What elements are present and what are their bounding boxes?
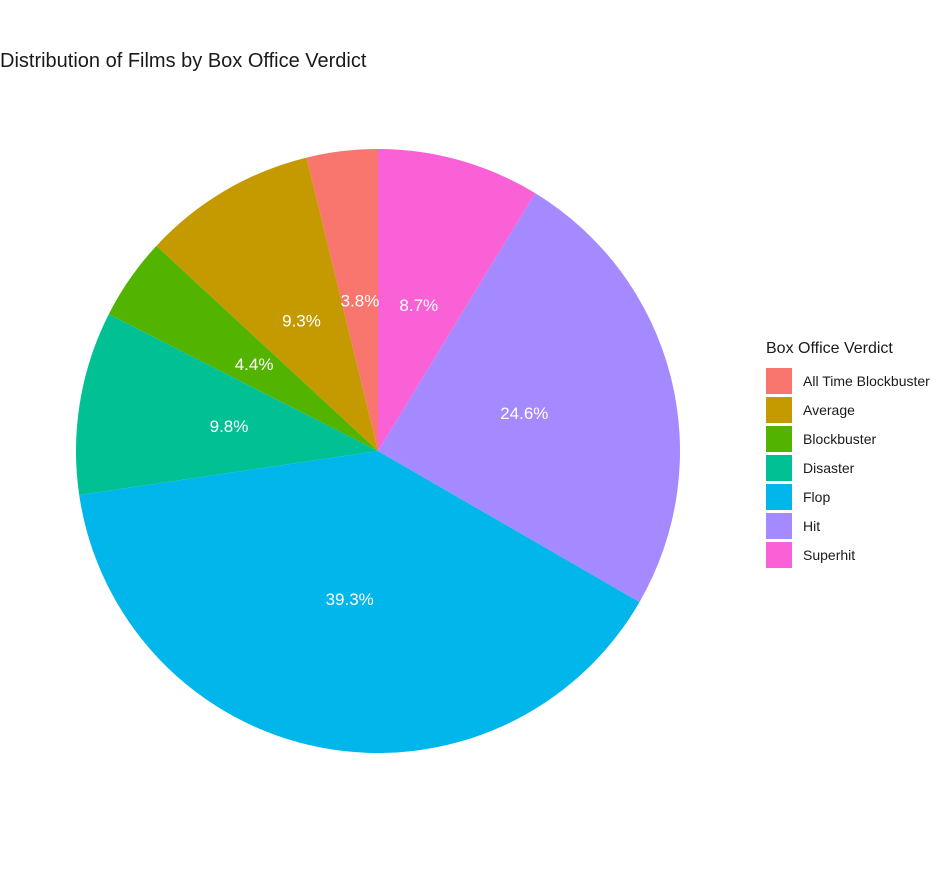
pie-slice-all-time-blockbuster: [306, 149, 378, 451]
legend-item-flop: Flop: [766, 482, 930, 511]
pie-slices: [75, 149, 681, 754]
slice-label-hit: 24.6%: [500, 404, 548, 423]
legend-swatch: [766, 483, 792, 510]
legend-label: All Time Blockbuster: [803, 372, 930, 389]
legend-item-hit: Hit: [766, 511, 930, 540]
legend-label: Superhit: [803, 546, 856, 563]
legend-swatch: [766, 454, 792, 481]
pie-slice-hit: [378, 193, 681, 602]
slice-label-average: 9.3%: [282, 311, 321, 330]
legend-swatch: [766, 425, 792, 452]
legend-item-all-time-blockbuster: All Time Blockbuster: [766, 366, 930, 395]
slice-label-flop: 39.3%: [326, 590, 374, 609]
pie-slice-disaster: [75, 314, 379, 495]
legend: Box Office Verdict All Time Blockbuster A…: [766, 339, 930, 569]
slice-label-blockbuster: 4.4%: [235, 355, 274, 374]
legend-swatch: [766, 541, 792, 568]
legend-label: Hit: [803, 517, 821, 534]
legend-swatch: [766, 367, 792, 394]
legend-items: All Time Blockbuster Average Blockbuster Di…: [766, 366, 930, 569]
chart-title: Distribution of Films by Box Office Verd…: [0, 50, 367, 72]
slice-label-superhit: 8.7%: [399, 296, 438, 315]
pie-slice-average: [156, 157, 378, 451]
legend-item-disaster: Disaster: [766, 453, 930, 482]
pie-slice-blockbuster: [108, 245, 379, 451]
legend-swatch: [766, 512, 792, 539]
legend-label: Average: [803, 401, 855, 418]
legend-label: Flop: [803, 488, 831, 505]
pie-slice-labels: 3.8% 9.3% 4.4% 9.8% 39.3% 24.6% 8.7%: [210, 292, 549, 609]
slice-label-all-time-blockbuster: 3.8%: [341, 292, 380, 311]
pie-slice-superhit: [378, 149, 536, 451]
legend-item-blockbuster: Blockbuster: [766, 424, 930, 453]
legend-swatch: [766, 396, 792, 423]
legend-label: Blockbuster: [803, 430, 877, 447]
legend-title: Box Office Verdict: [766, 340, 893, 357]
legend-label: Disaster: [803, 459, 855, 476]
pie-slice-flop: [79, 451, 640, 754]
legend-item-average: Average: [766, 395, 930, 424]
legend-item-superhit: Superhit: [766, 540, 930, 569]
slice-label-disaster: 9.8%: [210, 417, 249, 436]
